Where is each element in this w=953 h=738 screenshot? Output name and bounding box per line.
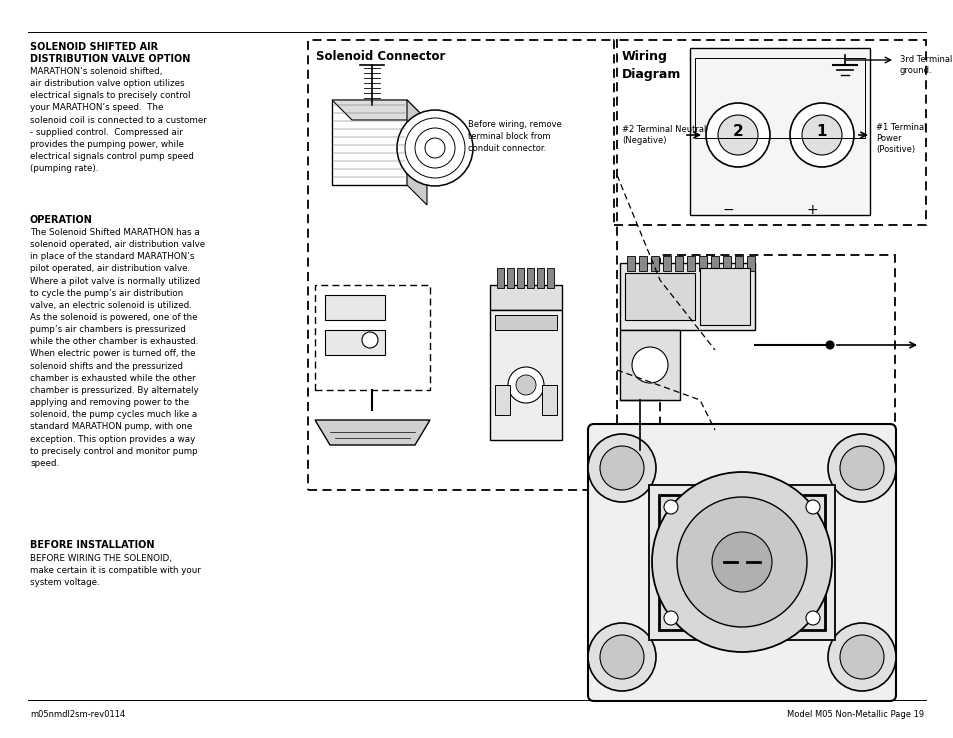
Polygon shape [407, 100, 427, 205]
Bar [675, 256, 682, 271]
Circle shape [599, 446, 643, 490]
Text: Before wiring, remove
terminal block from
conduit connector.: Before wiring, remove terminal block fro… [468, 120, 561, 153]
Text: #2 Terminal Neutral
(Negative): #2 Terminal Neutral (Negative) [621, 125, 705, 145]
Bar [734, 256, 742, 271]
Text: The Solenoid Shifted MARATHON has a
solenoid operated, air distribution valve
in: The Solenoid Shifted MARATHON has a sole… [30, 228, 205, 468]
Bar [314, 285, 430, 390]
Text: #1 Terminal
Power
(Positive): #1 Terminal Power (Positive) [875, 123, 925, 154]
Bar [619, 330, 679, 400]
Circle shape [711, 532, 771, 592]
Circle shape [718, 115, 758, 155]
Text: Diagram: Diagram [621, 68, 680, 81]
Bar [495, 315, 557, 330]
FancyBboxPatch shape [587, 424, 895, 701]
Bar [490, 285, 561, 310]
Circle shape [663, 611, 678, 625]
Bar [722, 256, 730, 271]
Circle shape [840, 635, 883, 679]
Circle shape [516, 375, 536, 395]
Circle shape [361, 332, 377, 348]
Bar [659, 255, 894, 490]
Circle shape [827, 434, 895, 502]
Bar [490, 310, 561, 440]
Text: DISTRIBUTION VALVE OPTION: DISTRIBUTION VALVE OPTION [30, 54, 191, 64]
Circle shape [805, 500, 820, 514]
Circle shape [705, 103, 769, 167]
Text: Wiring: Wiring [621, 50, 667, 63]
Circle shape [587, 434, 656, 502]
Bar [495, 385, 510, 415]
Text: −: − [721, 203, 733, 217]
Polygon shape [314, 420, 430, 445]
Circle shape [663, 500, 678, 514]
Text: BEFORE WIRING THE SOLENOID,
make certain it is compatible with your
system volta: BEFORE WIRING THE SOLENOID, make certain… [30, 554, 201, 587]
Bar [648, 485, 834, 640]
Circle shape [805, 611, 820, 625]
Bar [497, 268, 503, 288]
Bar [546, 268, 554, 288]
Bar [689, 48, 869, 215]
Circle shape [677, 497, 806, 627]
Bar [619, 263, 754, 330]
Text: m05nmdl2sm-rev0114: m05nmdl2sm-rev0114 [30, 710, 125, 719]
Bar [526, 268, 534, 288]
Bar [695, 58, 864, 138]
Text: MARATHON’s solenoid shifted,
air distribution valve option utilizes
electrical s: MARATHON’s solenoid shifted, air distrib… [30, 67, 207, 173]
Text: SOLENOID SHIFTED AIR: SOLENOID SHIFTED AIR [30, 42, 158, 52]
Circle shape [599, 635, 643, 679]
Circle shape [827, 623, 895, 691]
Bar [308, 40, 617, 490]
Bar [325, 330, 385, 355]
Bar [332, 100, 407, 185]
Bar [325, 295, 385, 320]
Bar [659, 495, 824, 630]
Text: 2: 2 [732, 125, 742, 139]
Bar [537, 268, 543, 288]
Text: 3rd Terminal for
ground.: 3rd Terminal for ground. [899, 55, 953, 75]
Circle shape [651, 472, 831, 652]
Text: Solenoid Connector: Solenoid Connector [315, 50, 445, 63]
Polygon shape [332, 100, 427, 120]
Bar [699, 256, 706, 271]
Circle shape [825, 341, 833, 349]
Circle shape [587, 623, 656, 691]
Bar [639, 256, 646, 271]
Bar [650, 256, 659, 271]
Text: OPERATION: OPERATION [30, 215, 92, 225]
Text: 1: 1 [816, 125, 826, 139]
Bar [541, 385, 557, 415]
Bar [662, 256, 670, 271]
Bar [686, 256, 695, 271]
Bar [614, 40, 925, 225]
Circle shape [840, 446, 883, 490]
Text: +: + [805, 203, 817, 217]
Circle shape [631, 347, 667, 383]
Bar [506, 268, 514, 288]
Circle shape [396, 110, 473, 186]
Bar [517, 268, 523, 288]
Bar [700, 268, 749, 325]
Bar [626, 256, 635, 271]
Circle shape [507, 367, 543, 403]
Text: Model M05 Non-Metallic Page 19: Model M05 Non-Metallic Page 19 [786, 710, 923, 719]
Bar [746, 256, 754, 271]
Circle shape [789, 103, 853, 167]
Bar [710, 256, 719, 271]
Text: BEFORE INSTALLATION: BEFORE INSTALLATION [30, 540, 154, 550]
Bar [624, 273, 695, 320]
Circle shape [801, 115, 841, 155]
